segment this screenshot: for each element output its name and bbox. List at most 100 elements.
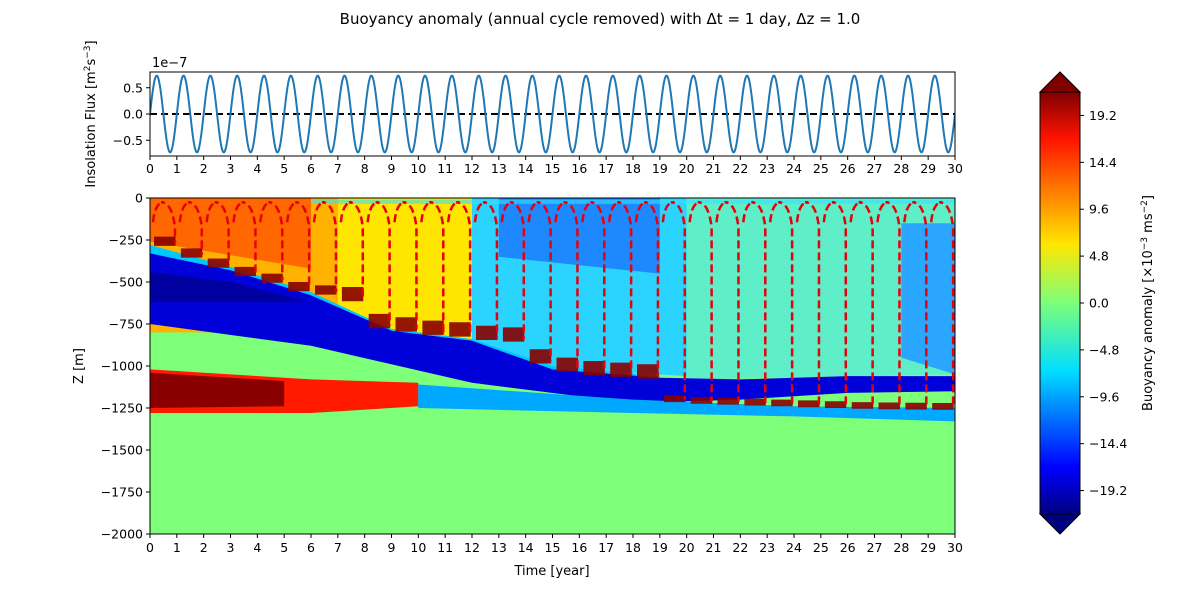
heatmap-x-tick-label: 14 [518,540,534,555]
insolation-x-tick-label: 4 [253,161,261,176]
insolation-x-tick-label: 21 [706,161,722,176]
figure-title: Buoyancy anomaly (annual cycle removed) … [340,10,861,28]
insolation-y-label-mid: s [84,59,99,66]
mixed-layer-dashed-line [661,200,687,400]
insolation-x-tick-label: 15 [545,161,561,176]
upper-blue-region [498,198,660,274]
colorbar-tick-label: −4.8 [1089,342,1119,357]
dark-red-deep-layer [150,372,285,408]
colorbar-tick-label: 0.0 [1089,296,1109,311]
heatmap-x-tick-label: 0 [146,540,154,555]
heatmap-x-tick-label: 10 [410,540,426,555]
heatmap-x-tick-label: 24 [786,540,802,555]
heatmap-y-tick-label: 0 [135,191,143,206]
heatmap-x-tick-label: 15 [545,540,561,555]
mixed-layer-dashed-line [554,200,579,370]
upper-hot-region [150,198,311,269]
insolation-x-tick-label: 10 [410,161,426,176]
mixed-layer-dashed-line [607,200,633,375]
colorbar-tick-label: 9.6 [1089,202,1109,217]
mixed-layer-bottom-patch [851,402,874,409]
colorbar-tick-label: 14.4 [1089,155,1117,170]
insolation-x-tick-label: 1 [173,161,181,176]
heatmap-y-tick-label: −1750 [101,485,143,500]
heatmap-x-tick-label: 12 [464,540,480,555]
mixed-layer-bottom-patch [288,282,310,292]
mixed-layer-dashed-line [232,200,257,274]
colorbar: 19.2 14.4 9.6 4.8 0.0 −4.8 −9.6 −14.4 −19.2 Buoy… [1038,71,1156,535]
mixed-layer-dashed-line [393,200,418,330]
insolation-x-tick-label: 30 [947,161,963,176]
insolation-x-tick-label: 22 [732,161,748,176]
insolation-x-tick-label: 13 [491,161,507,176]
upper-yellow-region [337,198,472,341]
mixed-layer-dashed-line [581,200,606,373]
mixed-layer-dashed-line [446,200,472,335]
heatmap-x-tick-label: 20 [679,540,695,555]
mixed-layer-dashed-line [151,200,177,244]
mixed-layer-bottom-patch [878,402,900,410]
heatmap-y-tick-label: −750 [109,317,143,332]
colorbar-tick-label: −19.2 [1089,483,1127,498]
mixed-layer-dashed-line [795,200,821,405]
colorbar-tick-label: −9.6 [1089,389,1119,404]
heatmap-y-tick-label: −1250 [101,401,143,416]
colorbar-label-prefix: Buoyancy anomaly [×10 [1141,250,1156,411]
insolation-series-line [150,74,955,154]
insolation-x-tick-label: 12 [464,161,480,176]
insolation-x-tick-label: 18 [625,161,641,176]
mixed-layer-dashed-line [715,200,740,403]
mixed-layer-bottom-patch [449,322,471,337]
heatmap-x-tick-label: 16 [571,540,587,555]
heatmap-x-tick-label: 2 [200,540,208,555]
heatmap-x-tick-label: 19 [652,540,668,555]
mixed-layer-bottom-patch [315,285,337,295]
colorbar-ticks: 19.2 14.4 9.6 4.8 0.0 −4.8 −9.6 −14.4 −19.2 [1080,108,1127,498]
mixed-layer-bottom-patch [637,364,659,379]
upper-teal-region [686,198,955,380]
insolation-y-label-exp1: 2 [83,66,93,72]
upper-right-blue-region [901,223,955,375]
insolation-offset-label: 1e−7 [152,56,187,71]
colorbar-tick-label: −14.4 [1089,436,1127,451]
mixed-layer-dashed-line [312,200,338,293]
mixed-layer-bottom-patch [905,402,927,410]
mixed-layer-dashed-line [768,200,794,404]
mixed-layer-dashed-line [339,200,365,299]
mixed-layer-bottom-patch [717,397,739,405]
mixed-layer-bottom-patch [234,266,256,277]
heatmap-x-tick-label: 21 [706,540,722,555]
heatmap-x-tick-label: 9 [388,540,396,555]
mixed-layer-bottom-patch [341,287,364,302]
mixed-layer-dashed-line [688,200,713,402]
mixed-layer-dashed-line [178,200,204,256]
mixed-layer-bottom-patch [690,397,713,404]
insolation-x-tick-label: 6 [307,161,315,176]
mixed-layer-bottom-patch [261,273,283,283]
insolation-x-tick-label: 17 [598,161,614,176]
mixed-layer-bottom-patch [583,361,605,376]
insolation-x-tick-label: 25 [813,161,829,176]
colorbar-gradient [1040,92,1080,514]
mixed-layer-dashed-line [366,200,391,326]
heatmap-x-tick-label: 23 [759,540,775,555]
colorbar-tick-label: 19.2 [1089,108,1117,123]
heatmap-x-ticks: 0 1 2 3 4 5 6 7 8 9 10 11 12 13 14 15 16 17 18 19 20 21 22 23 24… [146,534,963,555]
mixed-layer-bottom-patch [180,248,203,258]
dark-blue-layer [150,271,311,303]
mixed-layer-bottom-patch [771,399,793,407]
blue-deep-layer [150,253,955,403]
mixed-layer-bottom-patch [422,320,444,335]
mixed-layer-bottom-patch [556,357,578,372]
heatmap-y-tick-label: −2000 [101,527,143,542]
heatmap-y-tick-label: −1000 [101,359,143,374]
insolation-x-tick-label: 7 [334,161,342,176]
heatmap-x-tick-label: 22 [732,540,748,555]
insolation-x-tick-label: 29 [920,161,936,176]
heatmap-x-tick-label: 1 [173,540,181,555]
mixed-layer-dashed-line [500,200,526,340]
mixed-layer-bottom-patch [154,236,176,246]
heatmap-x-tick-label: 3 [227,540,235,555]
mixed-layer-bottom-patch [476,325,498,340]
mixed-layer-bottom-patch [529,349,552,364]
